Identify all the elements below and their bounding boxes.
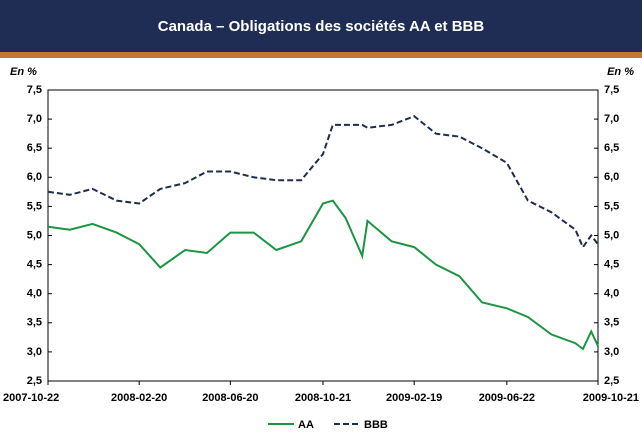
y-tick-label-right: 5,5	[604, 200, 619, 212]
x-tick-label: 2008-06-20	[202, 392, 258, 404]
y-label-right: En %	[607, 66, 634, 78]
x-tick-label: 2009-02-19	[386, 392, 442, 404]
x-tick-label: 2008-10-21	[295, 392, 351, 404]
y-tick-label-right: 5,0	[604, 229, 619, 241]
y-tick-label: 3,0	[27, 346, 42, 358]
title-bar	[0, 0, 642, 52]
y-tick-label: 2,5	[27, 375, 42, 387]
y-tick-label-right: 6,0	[604, 171, 619, 183]
y-tick-label: 4,5	[27, 259, 42, 271]
y-tick-label-right: 3,0	[604, 346, 619, 358]
y-tick-label-right: 6,5	[604, 142, 619, 154]
title-strip	[0, 52, 642, 58]
y-tick-label: 7,5	[27, 84, 42, 96]
line-series	[47, 115, 599, 250]
y-tick-label-right: 4,5	[604, 259, 619, 271]
x-tick-label: 2008-02-20	[111, 392, 167, 404]
legend-label: BBB	[364, 419, 388, 431]
y-tick-label: 5,5	[27, 200, 42, 212]
y-label-left: En %	[10, 66, 37, 78]
legend-label: AA	[298, 419, 314, 431]
y-tick-label-right: 2,5	[604, 375, 619, 387]
x-tick-label: 2007-10-22	[3, 392, 59, 404]
y-tick-label: 6,0	[27, 171, 42, 183]
y-tick-label: 7,0	[27, 113, 42, 125]
y-tick-label: 6,5	[27, 142, 42, 154]
y-tick-label: 5,0	[27, 229, 42, 241]
x-tick-label: 2009-06-22	[479, 392, 535, 404]
chart-title: Canada – Obligations des sociétés AA et …	[158, 18, 485, 35]
x-tick-label: 2009-10-21	[583, 392, 639, 404]
y-tick-label-right: 4,0	[604, 288, 619, 300]
line-series	[47, 199, 599, 351]
y-tick-label-right: 3,5	[604, 317, 619, 329]
plot-frame	[47, 89, 599, 382]
y-tick-label: 4,0	[27, 288, 42, 300]
y-tick-label-right: 7,5	[604, 84, 619, 96]
y-tick-label-right: 7,0	[604, 113, 619, 125]
y-tick-label: 3,5	[27, 317, 42, 329]
